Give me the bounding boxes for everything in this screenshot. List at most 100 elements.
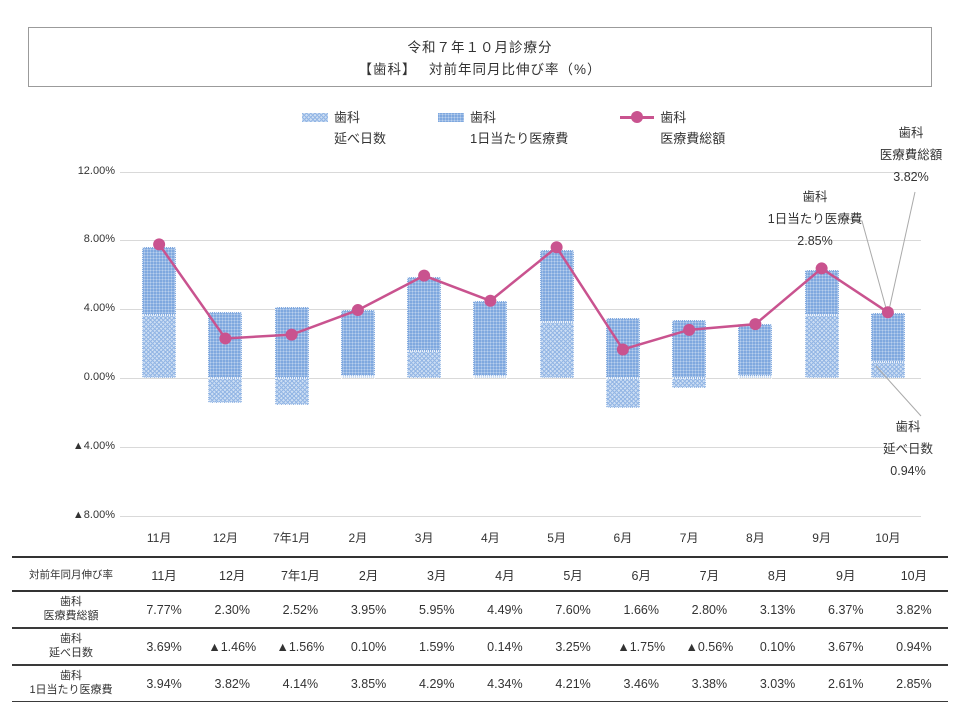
table-month-header: 7年1月	[280, 568, 320, 583]
table-value-cell: 3.82%	[896, 602, 932, 617]
legend-swatch-icon	[302, 113, 328, 122]
gridline	[120, 515, 921, 517]
bar-segment-per-day-cost	[142, 246, 177, 315]
table-value-cell: 2.52%	[282, 602, 319, 617]
title-line-2: 【歯科】 対前年同月比伸び率（%）	[358, 62, 602, 77]
table-value-cell: 0.10%	[759, 639, 796, 654]
bar-segment-days	[738, 376, 773, 379]
table-month-header: 11月	[151, 568, 177, 583]
bar-segment-per-day-cost	[672, 319, 707, 378]
x-axis-tick-label: 6月	[613, 531, 633, 545]
bar-segment-days	[605, 378, 640, 409]
table-value-cell: 0.10%	[350, 639, 387, 654]
table-month-header: 9月	[836, 568, 856, 583]
bar-segment-days	[473, 375, 508, 378]
bar-segment-days	[340, 376, 375, 379]
table-value-cell: 3.82%	[214, 676, 250, 691]
table-row-label: 歯科 1日当たり医療費	[29, 669, 113, 696]
table-value-cell: ▲1.75%	[617, 639, 666, 654]
table-value-cell: 3.95%	[350, 602, 387, 617]
bar-segment-per-day-cost	[870, 312, 905, 362]
x-axis-tick-label: 7月	[679, 531, 699, 545]
table-value-cell: 3.67%	[828, 639, 864, 654]
legend-label: 歯科 医療費総額	[660, 110, 726, 146]
table-month-header: 2月	[358, 568, 379, 583]
x-axis-tick-label: 7年1月	[272, 531, 311, 545]
x-axis-tick-label: 11月	[146, 531, 172, 545]
y-axis-tick-label: 0.00%	[83, 371, 115, 383]
table-value-cell: 2.80%	[691, 602, 728, 617]
table-value-cell: ▲1.46%	[208, 639, 257, 654]
y-axis-tick-label: ▲8.00%	[72, 508, 115, 521]
bar-segment-days	[672, 378, 707, 388]
y-axis-tick-label: ▲4.00%	[72, 439, 115, 452]
table-value-cell: 4.34%	[487, 676, 523, 691]
table-month-header: 10月	[900, 568, 928, 583]
table-month-header: 3月	[427, 568, 447, 583]
bar-segment-days	[539, 322, 574, 378]
bar-segment-per-day-cost	[208, 312, 243, 378]
table-value-cell: 3.38%	[691, 676, 728, 691]
legend-item-0: 歯科 延べ日数	[302, 108, 386, 150]
bar-segment-per-day-cost	[473, 300, 508, 376]
table-value-cell: 2.85%	[896, 676, 932, 691]
bar-segment-per-day-cost	[539, 249, 574, 323]
legend-item-1: 歯科 1日当たり医療費	[438, 108, 568, 150]
legend-label: 歯科 1日当たり医療費	[470, 110, 569, 146]
table-month-header: 6月	[631, 568, 651, 583]
table-month-header: 7月	[699, 568, 720, 583]
table-value-cell: 6.37%	[828, 602, 864, 617]
bar-segment-per-day-cost	[340, 310, 375, 377]
table-row: 歯科 延べ日数 3.69% ▲1.46% ▲1.56% 0.10% 1.59% 0.14% 3.…	[12, 629, 948, 666]
bar-segment-per-day-cost	[274, 306, 309, 378]
table-header-row: 対前年同月伸び率 11月 12月 7年1月 2月 3月 4月 5月 6月 7月 8月 9月 10月	[12, 556, 948, 592]
table-row: 歯科 1日当たり医療費 3.94% 3.82% 4.14% 3.85% 4.29% 4.34%…	[12, 666, 948, 702]
title-line-1: 令和７年１０月診療分	[407, 40, 553, 55]
table-value-cell: 3.85%	[350, 676, 387, 691]
gridline	[120, 378, 921, 379]
table-value-cell: 3.46%	[623, 676, 659, 691]
table-value-cell: 3.25%	[555, 639, 591, 654]
table-row: 歯科 医療費総額 7.77% 2.30% 2.52% 3.95% 5.95% 4.49% 7.6…	[12, 592, 948, 629]
table-value-cell: 1.59%	[419, 639, 455, 654]
bar-segment-days	[208, 378, 243, 404]
table-value-cell: 1.66%	[623, 602, 659, 617]
table-value-cell: 5.95%	[419, 602, 455, 617]
total-cost-line	[158, 243, 889, 351]
table-row-label: 歯科 医療費総額	[43, 595, 99, 622]
x-axis-tick-label: 8月	[746, 531, 765, 545]
legend-item-2: 歯科 医療費総額	[620, 108, 725, 150]
y-axis-tick-label: 8.00%	[83, 233, 115, 246]
annotation-perday: 歯科 1日当たり医療費 2.85%	[767, 190, 863, 248]
table-value-cell: 7.60%	[555, 602, 591, 617]
x-axis-tick-label: 4月	[481, 531, 500, 545]
table-row-label: 歯科 延べ日数	[49, 632, 93, 659]
x-axis-tick-label: 3月	[414, 531, 434, 545]
legend-label: 歯科 延べ日数	[334, 110, 387, 146]
x-axis-tick-label: 9月	[812, 531, 831, 545]
table-value-cell: 3.03%	[759, 676, 796, 691]
table-month-header: 12月	[219, 568, 246, 583]
gridline	[120, 240, 921, 242]
table-corner-label: 対前年同月伸び率	[29, 568, 113, 581]
y-axis-tick-label: 12.00%	[77, 164, 115, 177]
bar-segment-days	[274, 378, 309, 405]
bar-segment-per-day-cost	[804, 269, 839, 315]
legend-line-marker-icon	[620, 110, 655, 124]
table-month-header: 4月	[495, 568, 515, 583]
table-month-header: 8月	[767, 568, 788, 583]
table-value-cell: ▲1.56%	[276, 639, 325, 654]
bar-segment-days	[407, 350, 442, 378]
bar-segment-days	[142, 314, 177, 378]
table-value-cell: 3.69%	[146, 639, 182, 654]
annotation-total: 歯科 医療費総額 3.82%	[879, 126, 943, 184]
annotation-callout-line	[888, 191, 916, 311]
legend-swatch-icon	[438, 113, 465, 122]
data-table: 対前年同月伸び率 11月 12月 7年1月 2月 3月 4月 5月 6月 7月 8月 9月 10月 歯科医…	[12, 556, 948, 702]
gridline	[120, 309, 921, 311]
legend: 歯科 延べ日数 歯科 1日当たり医療費 歯科 医療費総額	[302, 108, 725, 150]
table-value-cell: 3.94%	[146, 676, 182, 691]
table-value-cell: 0.94%	[896, 639, 932, 654]
table-value-cell: 4.49%	[487, 602, 523, 617]
